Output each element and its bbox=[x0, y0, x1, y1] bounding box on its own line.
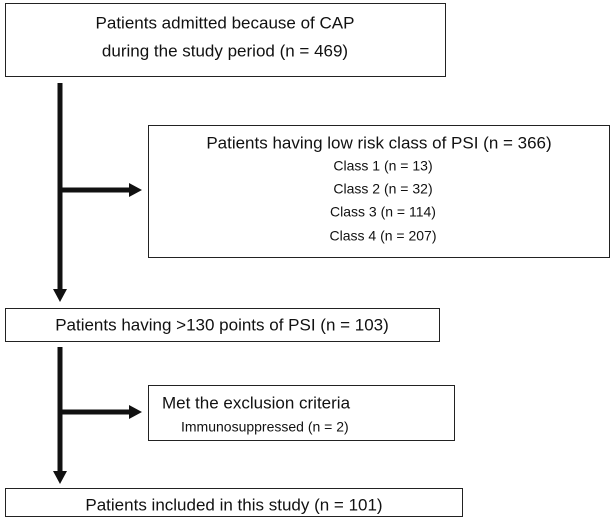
box-item: Class 3 (n = 114) bbox=[330, 204, 436, 220]
box bbox=[148, 125, 610, 258]
arrow-head bbox=[129, 405, 142, 419]
box bbox=[5, 3, 446, 77]
arrow-head bbox=[53, 471, 67, 484]
box-text: during the study period (n = 469) bbox=[102, 41, 348, 60]
box bbox=[148, 385, 455, 441]
arrow-head bbox=[129, 183, 142, 197]
connectors bbox=[53, 83, 142, 484]
box bbox=[5, 488, 463, 517]
box bbox=[5, 308, 440, 342]
box-text: Patients admitted because of CAP bbox=[96, 13, 355, 32]
box-title: Patients having low risk class of PSI (n… bbox=[206, 133, 551, 152]
box-item: Class 4 (n = 207) bbox=[330, 228, 437, 244]
box-item: Immunosuppressed (n = 2) bbox=[181, 419, 349, 435]
box-title: Met the exclusion criteria bbox=[162, 393, 351, 412]
arrow-head bbox=[53, 289, 67, 302]
box-item: Class 2 (n = 32) bbox=[333, 181, 432, 197]
box-title: Patients having >130 points of PSI (n = … bbox=[55, 315, 389, 334]
box-title: Patients included in this study (n = 101… bbox=[85, 495, 382, 514]
box-item: Class 1 (n = 13) bbox=[333, 158, 432, 174]
